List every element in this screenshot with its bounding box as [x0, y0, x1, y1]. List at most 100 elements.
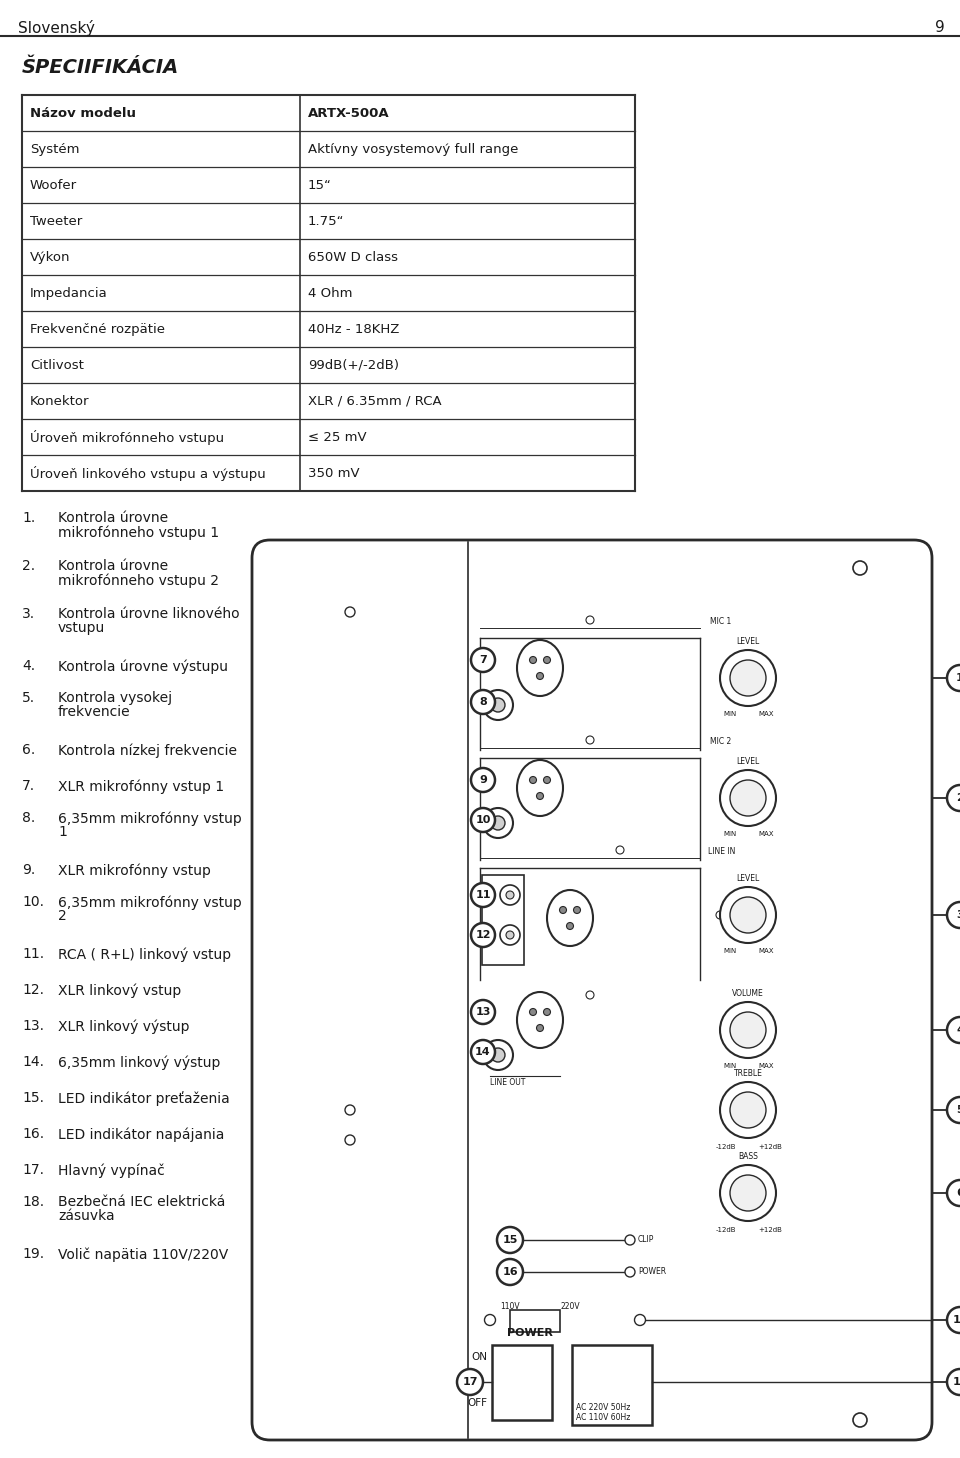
Text: 11.: 11.: [22, 948, 44, 961]
Text: MIC 1: MIC 1: [710, 617, 732, 625]
Circle shape: [500, 885, 520, 905]
Text: MIN: MIN: [724, 712, 736, 717]
Circle shape: [471, 690, 495, 714]
Ellipse shape: [517, 760, 563, 816]
Text: LEVEL: LEVEL: [736, 637, 759, 646]
Circle shape: [471, 647, 495, 672]
Circle shape: [506, 891, 514, 900]
Text: BASS: BASS: [738, 1152, 758, 1161]
Text: LEVEL: LEVEL: [736, 757, 759, 765]
Ellipse shape: [547, 889, 593, 946]
Text: LED indikátor napájania: LED indikátor napájania: [58, 1127, 225, 1142]
Circle shape: [471, 1000, 495, 1024]
Text: LINE OUT: LINE OUT: [490, 1077, 525, 1088]
Text: XLR linkový vstup: XLR linkový vstup: [58, 983, 181, 997]
Text: +12dB: +12dB: [758, 1145, 782, 1150]
Circle shape: [471, 884, 495, 907]
Circle shape: [730, 1175, 766, 1212]
Text: 18: 18: [952, 1376, 960, 1387]
Circle shape: [730, 1092, 766, 1128]
Circle shape: [586, 991, 594, 999]
Text: XLR mikrofónny vstup 1: XLR mikrofónny vstup 1: [58, 779, 224, 793]
Text: 17: 17: [463, 1376, 478, 1387]
Circle shape: [730, 1012, 766, 1048]
Text: Výkon: Výkon: [30, 251, 70, 264]
Circle shape: [483, 1040, 513, 1070]
Text: MIN: MIN: [724, 1063, 736, 1069]
Circle shape: [497, 1260, 523, 1284]
Circle shape: [573, 907, 581, 914]
Circle shape: [720, 1002, 776, 1059]
Circle shape: [345, 1105, 355, 1115]
Circle shape: [730, 897, 766, 933]
Text: MIN: MIN: [724, 948, 736, 954]
Text: 4.: 4.: [22, 659, 36, 674]
Text: 15.: 15.: [22, 1091, 44, 1105]
Text: CLIP: CLIP: [638, 1235, 655, 1245]
Text: RCA ( R+L) linkový vstup: RCA ( R+L) linkový vstup: [58, 948, 231, 961]
Circle shape: [345, 607, 355, 617]
Circle shape: [720, 650, 776, 706]
Text: 110V: 110V: [500, 1302, 519, 1311]
Circle shape: [947, 1306, 960, 1333]
Text: Aktívny vosystemový full range: Aktívny vosystemový full range: [308, 143, 518, 156]
Circle shape: [483, 690, 513, 720]
Text: Citlivost: Citlivost: [30, 359, 84, 372]
Circle shape: [506, 932, 514, 939]
Circle shape: [457, 1369, 483, 1395]
Text: 350 mV: 350 mV: [308, 467, 360, 480]
Text: Impedancia: Impedancia: [30, 287, 108, 299]
Text: 3: 3: [956, 910, 960, 920]
Text: 2.: 2.: [22, 558, 36, 573]
Text: XLR mikrofónny vstup: XLR mikrofónny vstup: [58, 863, 211, 878]
Text: 6,35mm mikrofónny vstup: 6,35mm mikrofónny vstup: [58, 895, 242, 910]
Text: 17.: 17.: [22, 1163, 44, 1177]
Text: 7: 7: [479, 655, 487, 665]
Circle shape: [947, 903, 960, 927]
Circle shape: [716, 911, 724, 919]
Text: 1.: 1.: [22, 510, 36, 525]
Circle shape: [485, 1315, 495, 1325]
Text: vstupu: vstupu: [58, 621, 106, 636]
Circle shape: [471, 808, 495, 833]
Circle shape: [730, 780, 766, 816]
Text: 2: 2: [58, 908, 67, 923]
Text: 12.: 12.: [22, 983, 44, 997]
Text: POWER: POWER: [638, 1267, 666, 1277]
Ellipse shape: [517, 640, 563, 695]
Text: AC 220V 50Hz: AC 220V 50Hz: [576, 1403, 631, 1411]
Text: 5.: 5.: [22, 691, 36, 706]
Circle shape: [720, 770, 776, 827]
Text: 4: 4: [956, 1025, 960, 1035]
Text: TREBLE: TREBLE: [733, 1069, 762, 1077]
Circle shape: [530, 1009, 537, 1016]
Text: Kontrola úrovne: Kontrola úrovne: [58, 510, 168, 525]
Text: 7.: 7.: [22, 779, 36, 793]
Circle shape: [471, 1040, 495, 1064]
Ellipse shape: [517, 991, 563, 1048]
Text: 16: 16: [502, 1267, 517, 1277]
Circle shape: [543, 777, 550, 783]
Circle shape: [720, 1165, 776, 1220]
Circle shape: [586, 736, 594, 744]
Text: -12dB: -12dB: [716, 1145, 736, 1150]
Circle shape: [543, 1009, 550, 1016]
Text: MAX: MAX: [758, 712, 774, 717]
Text: Tweeter: Tweeter: [30, 214, 83, 227]
Text: Úroveň mikrofónneho vstupu: Úroveň mikrofónneho vstupu: [30, 430, 224, 445]
Circle shape: [625, 1267, 635, 1277]
Circle shape: [566, 923, 573, 930]
Circle shape: [491, 816, 505, 830]
Text: 13: 13: [475, 1007, 491, 1018]
Circle shape: [853, 561, 867, 574]
Circle shape: [730, 660, 766, 695]
Text: R: R: [485, 892, 491, 901]
Text: mikrofónneho vstupu 2: mikrofónneho vstupu 2: [58, 573, 219, 588]
Text: Názov modelu: Názov modelu: [30, 106, 136, 120]
Text: 1: 1: [956, 674, 960, 682]
Text: LED indikátor preťaženia: LED indikátor preťaženia: [58, 1091, 229, 1105]
Text: XLR linkový výstup: XLR linkový výstup: [58, 1019, 189, 1034]
Text: 6,35mm mikrofónny vstup: 6,35mm mikrofónny vstup: [58, 811, 242, 825]
Circle shape: [720, 1082, 776, 1139]
Text: 40Hz - 18KHZ: 40Hz - 18KHZ: [308, 322, 399, 335]
